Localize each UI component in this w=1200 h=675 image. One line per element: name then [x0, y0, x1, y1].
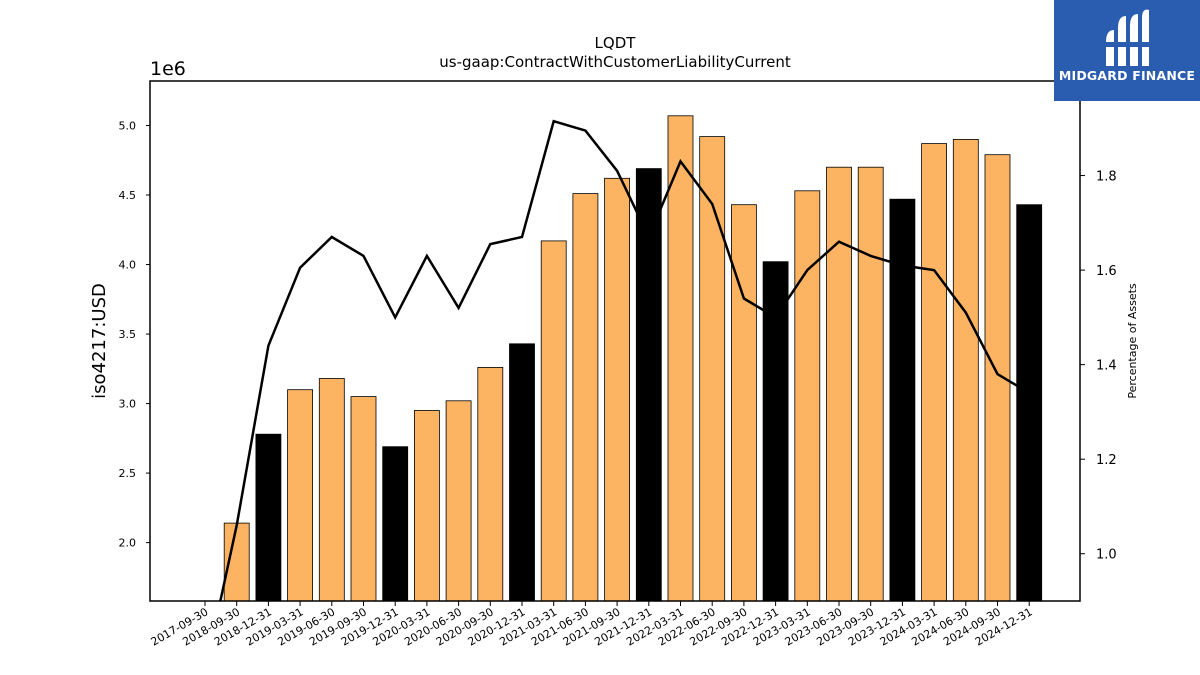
y-tick-label: 3.0 — [119, 398, 137, 411]
bar — [1016, 204, 1043, 602]
chart-title: LQDT — [595, 34, 637, 52]
bar — [699, 136, 726, 602]
y-tick-label: 2.5 — [119, 467, 137, 480]
y2-tick-label: 1.6 — [1096, 264, 1117, 279]
bar — [255, 433, 282, 602]
bar — [984, 154, 1011, 602]
y-tick-label: 4.0 — [119, 259, 137, 272]
bar — [572, 193, 599, 602]
bar — [318, 378, 345, 602]
bar — [604, 177, 630, 602]
bar — [826, 166, 852, 602]
y-tick-label: 5.0 — [119, 119, 137, 132]
brand-name: MIDGARD FINANCE — [1058, 68, 1196, 83]
bar — [921, 143, 947, 602]
bar — [445, 400, 472, 602]
y2-tick-label: 1.2 — [1096, 453, 1117, 468]
brand-logo: MIDGARD FINANCE — [1054, 0, 1200, 101]
bar — [857, 166, 884, 602]
bar — [952, 138, 979, 602]
bar — [477, 366, 504, 602]
y-axis-label: iso4217:USD — [89, 283, 110, 399]
bar — [413, 410, 440, 602]
bar — [794, 190, 821, 602]
chart-subtitle: us-gaap:ContractWithCustomerLiabilityCur… — [439, 53, 791, 71]
bar — [382, 446, 409, 602]
bar — [889, 198, 916, 602]
y-tick-label: 4.5 — [119, 189, 137, 202]
bar — [635, 168, 662, 602]
y2-tick-label: 1.8 — [1096, 170, 1117, 185]
y-tick-label: 3.5 — [119, 328, 137, 341]
y2-tick-label: 1.0 — [1096, 548, 1117, 563]
bar — [540, 240, 567, 602]
y2-axis-label: Percentage of Assets — [1126, 283, 1139, 399]
bar — [350, 396, 377, 602]
series-line — [219, 119, 1030, 601]
bar — [667, 115, 694, 602]
y-offset-label: 1e6 — [150, 58, 186, 80]
midgard-logo-icon — [1106, 9, 1149, 66]
y-tick-label: 2.0 — [119, 537, 137, 550]
y2-tick-label: 1.4 — [1096, 359, 1117, 374]
bar — [287, 389, 314, 602]
bar — [509, 343, 535, 602]
bar — [731, 204, 757, 602]
plot-frame — [149, 80, 1081, 602]
